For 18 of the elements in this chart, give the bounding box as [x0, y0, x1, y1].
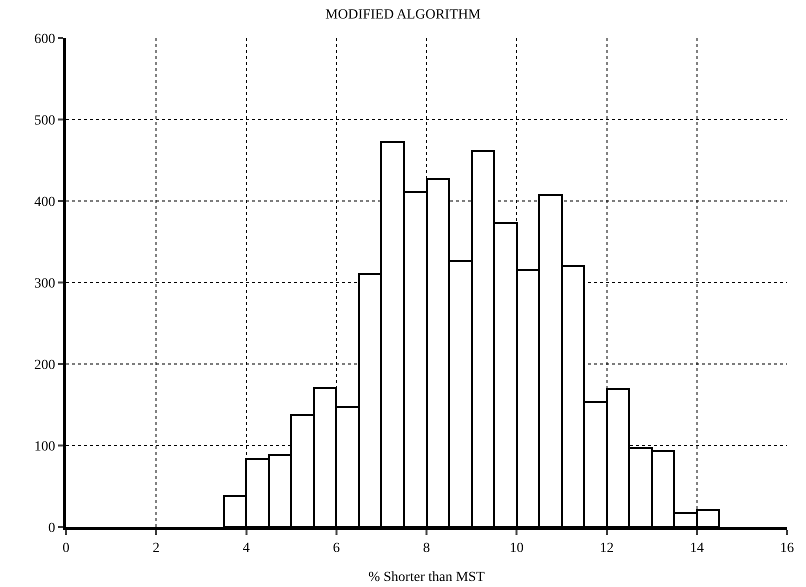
- y-tick-label: 200: [34, 358, 56, 373]
- chart-title: MODIFIED ALGORITHM: [325, 8, 482, 23]
- x-tick-label: 2: [152, 540, 160, 556]
- y-tick-label: 400: [34, 194, 56, 210]
- x-tick-label: 4: [242, 540, 250, 556]
- x-tick-label: 0: [62, 540, 70, 556]
- x-axis-title: % Shorter than MST: [368, 570, 486, 585]
- x-tick-label: 8: [423, 540, 430, 556]
- y-tick-label: 0: [48, 520, 56, 536]
- y-tick-label: 600: [34, 32, 56, 47]
- x-tick-label: 14: [690, 540, 704, 556]
- x-tick-label: 10: [510, 540, 524, 556]
- y-tick-label: 500: [34, 113, 56, 128]
- x-tick-label: 6: [332, 540, 340, 556]
- x-tick-label: 16: [780, 540, 794, 556]
- y-tick-label: 300: [34, 276, 56, 292]
- x-tick-label: 12: [600, 540, 614, 556]
- y-tick-label: 100: [34, 439, 56, 454]
